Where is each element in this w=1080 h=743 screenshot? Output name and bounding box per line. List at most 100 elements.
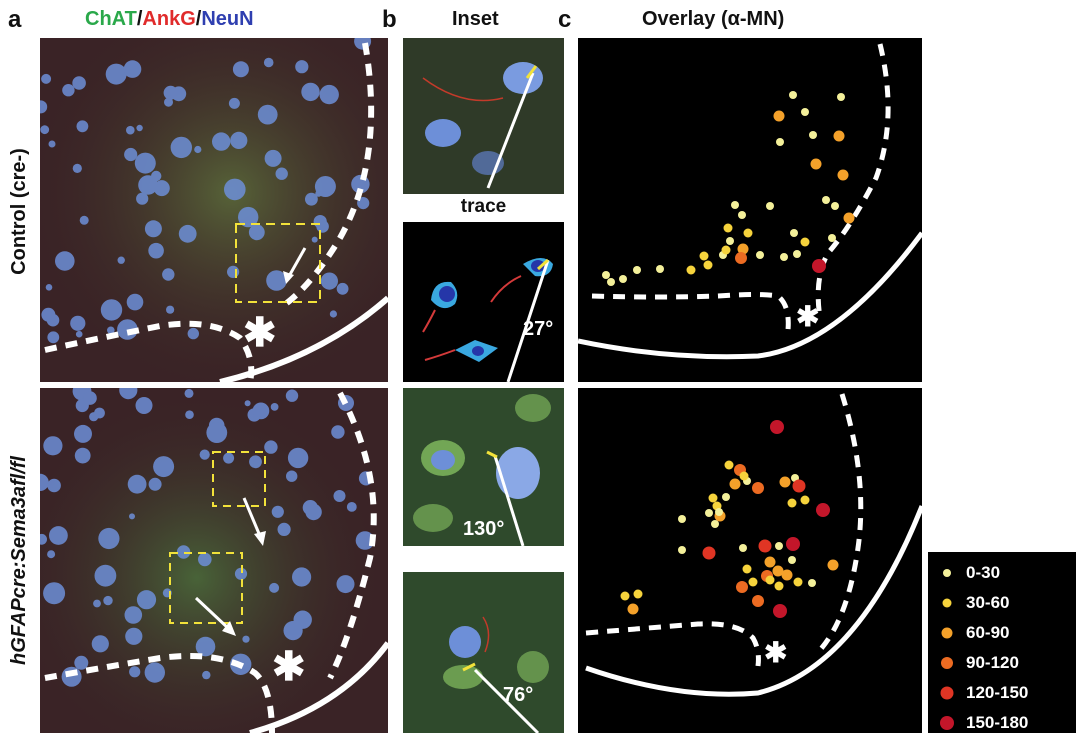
neuron-cell [248, 224, 265, 241]
neuron-cell [202, 670, 211, 680]
neuron-cell [264, 440, 278, 454]
neuron-cell [72, 163, 82, 173]
angle-point [678, 546, 686, 554]
angle-point [773, 604, 787, 618]
angle-point [607, 278, 615, 286]
asterisk-overlay-control: ✱ [796, 301, 820, 332]
angle-point [765, 575, 775, 585]
angle-point [711, 520, 719, 528]
angle-point [748, 577, 758, 587]
angle-point [758, 539, 772, 553]
neuron-cell [43, 582, 66, 605]
angle-point [808, 579, 816, 587]
neuron-cell [269, 582, 280, 593]
neuron-cell [305, 192, 318, 206]
asterisk-control: ✱ [243, 311, 277, 355]
neuron-cell [320, 272, 338, 290]
angle-point [627, 603, 639, 615]
neuron-cell [311, 236, 318, 243]
neuron-cell [184, 388, 194, 398]
neuron-cell [316, 220, 329, 233]
angle-point [752, 482, 764, 494]
angle-point [790, 229, 798, 237]
angle-point [699, 251, 709, 261]
neuron-cell [126, 125, 135, 135]
neuron-cell [270, 403, 279, 411]
neuron-cell [91, 635, 109, 653]
neuron-cell [295, 60, 309, 74]
neuron-cell [264, 149, 282, 167]
angle-point [602, 271, 610, 279]
angle-point [743, 228, 753, 238]
legend-item: 0-30 [938, 558, 1076, 588]
legend-swatch [941, 657, 953, 669]
angle-point [827, 559, 839, 571]
legend-swatch [940, 686, 954, 700]
neuron-cell [195, 636, 216, 657]
neuron-cell [271, 505, 284, 518]
angle-point [775, 542, 783, 550]
neuron-cell [129, 666, 141, 678]
angle-point [715, 508, 723, 516]
neuron-cell [94, 564, 117, 587]
neuron-cell [61, 666, 82, 687]
angle-point [774, 581, 784, 591]
neuron-cell [162, 268, 175, 281]
neuron-cell [277, 522, 291, 536]
neuron-cell [166, 305, 175, 314]
neuron-cell [224, 178, 246, 201]
legend-item: 30-60 [938, 588, 1076, 618]
legend-swatch [942, 598, 952, 608]
row-label-control-wrap: Control (cre-) [2, 40, 36, 382]
neuron-cell [40, 100, 48, 114]
legend-label: 150-180 [966, 713, 1029, 732]
legend-item: 150-180 [938, 708, 1076, 733]
neuron-cell [275, 167, 288, 180]
panel-b-title: Inset [452, 8, 499, 30]
neuron-cell [198, 552, 212, 567]
angle-point [735, 252, 747, 264]
panel-letter-a: a [8, 6, 22, 33]
neuron-cell [125, 627, 143, 645]
angle-point [837, 93, 845, 101]
neuron-cell [70, 315, 86, 331]
neuron-cell [43, 436, 63, 456]
legend-dot [943, 569, 951, 577]
angle-point [619, 275, 627, 283]
neuron-cell [74, 424, 92, 443]
overlay-plot-control: ✱ [578, 38, 922, 382]
neuron-cell [151, 170, 162, 182]
neuron-cell [40, 533, 47, 545]
neuron-cell [176, 545, 191, 559]
neuron-cell [319, 84, 339, 105]
neuron-cell [62, 84, 75, 97]
angle-point [739, 544, 747, 552]
neuron-cell [47, 478, 61, 493]
neuron-cell [232, 61, 249, 78]
neuron-cell [72, 76, 86, 90]
angle-point [781, 569, 793, 581]
angle-point [843, 212, 855, 224]
angle-point [800, 237, 810, 247]
angle-point [816, 503, 830, 517]
angle-point [708, 493, 718, 503]
panel-c-title: Overlay (α-MN) [642, 8, 785, 30]
inset-control [403, 38, 564, 194]
angle-trace: 27° [523, 318, 554, 340]
neuron-cell [234, 567, 248, 580]
angle-point [792, 479, 806, 493]
neuron-cell [185, 410, 194, 419]
neuron-cell [301, 82, 320, 102]
neuron-cell [47, 331, 60, 344]
neuron-cell [105, 63, 127, 85]
neuron-cell [302, 500, 318, 516]
neuron-cell [76, 120, 89, 133]
neuron-cell [336, 282, 349, 295]
legend-dot [941, 627, 953, 639]
neuron-cell [263, 57, 274, 68]
neuron-cell [223, 452, 235, 464]
inset-mutant-bottom: 76° [403, 572, 564, 733]
angle-point [766, 202, 774, 210]
legend-item: 60-90 [938, 618, 1076, 648]
inset-mutant-top: 130° [403, 388, 564, 546]
